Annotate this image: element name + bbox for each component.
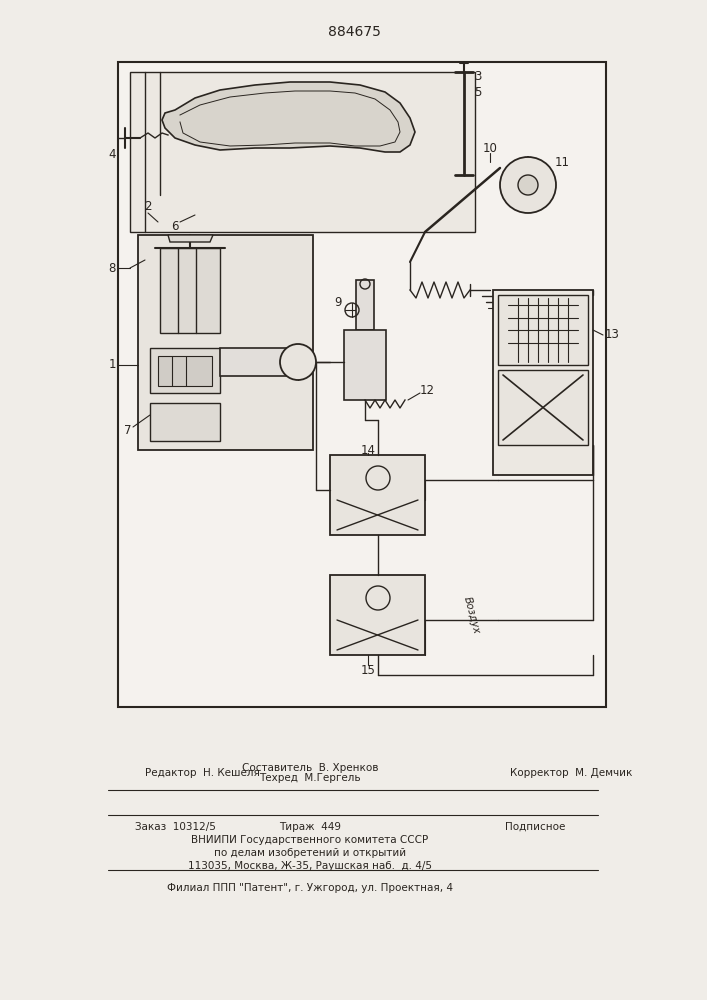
Bar xyxy=(498,370,588,445)
Text: по делам изобретений и открытий: по делам изобретений и открытий xyxy=(214,848,406,858)
Bar xyxy=(498,295,588,365)
Text: Тираж  449: Тираж 449 xyxy=(279,822,341,832)
Bar xyxy=(138,235,313,450)
Text: 14: 14 xyxy=(361,444,375,456)
Text: Заказ  10312/5: Заказ 10312/5 xyxy=(135,822,216,832)
Text: Филиал ППП "Патент", г. Ужгород, ул. Проектная, 4: Филиал ППП "Патент", г. Ужгород, ул. Про… xyxy=(167,883,453,893)
Bar xyxy=(160,248,220,333)
Bar xyxy=(130,72,475,232)
Bar xyxy=(344,330,386,400)
Polygon shape xyxy=(168,235,213,242)
Text: 3: 3 xyxy=(474,70,481,83)
Text: 113035, Москва, Ж-35, Раушская наб.  д. 4/5: 113035, Москва, Ж-35, Раушская наб. д. 4… xyxy=(188,861,432,871)
Text: 13: 13 xyxy=(605,328,620,342)
Circle shape xyxy=(518,175,538,195)
Text: 7: 7 xyxy=(124,424,132,436)
Text: 6: 6 xyxy=(171,221,179,233)
Circle shape xyxy=(500,157,556,213)
Text: 2: 2 xyxy=(144,200,152,214)
Bar xyxy=(150,348,220,393)
Text: 4: 4 xyxy=(108,148,116,161)
Bar xyxy=(330,455,425,535)
Text: Редактор  Н. Кешеля: Редактор Н. Кешеля xyxy=(145,768,260,778)
Polygon shape xyxy=(162,82,415,152)
Bar xyxy=(158,356,212,386)
Bar xyxy=(220,348,295,376)
Bar xyxy=(330,575,425,655)
Text: 5: 5 xyxy=(474,86,481,99)
Bar xyxy=(356,280,374,330)
Bar xyxy=(493,290,593,475)
Text: Подписное: Подписное xyxy=(505,822,566,832)
Text: Корректор  М. Демчик: Корректор М. Демчик xyxy=(510,768,632,778)
Text: 10: 10 xyxy=(483,141,498,154)
Text: ВНИИПИ Государственного комитета СССР: ВНИИПИ Государственного комитета СССР xyxy=(192,835,428,845)
Text: 8: 8 xyxy=(108,261,116,274)
Text: 9: 9 xyxy=(334,296,341,308)
Text: Составитель  В. Хренков: Составитель В. Хренков xyxy=(242,763,378,773)
Text: Воздух: Воздух xyxy=(462,595,481,635)
Text: 11: 11 xyxy=(554,155,570,168)
Bar xyxy=(150,403,220,441)
Text: Техред  М.Гергель: Техред М.Гергель xyxy=(259,773,361,783)
Text: 884675: 884675 xyxy=(327,25,380,39)
Bar xyxy=(118,62,606,707)
Text: 1: 1 xyxy=(108,359,116,371)
Text: 15: 15 xyxy=(361,664,375,676)
Text: 12: 12 xyxy=(420,383,435,396)
Circle shape xyxy=(280,344,316,380)
